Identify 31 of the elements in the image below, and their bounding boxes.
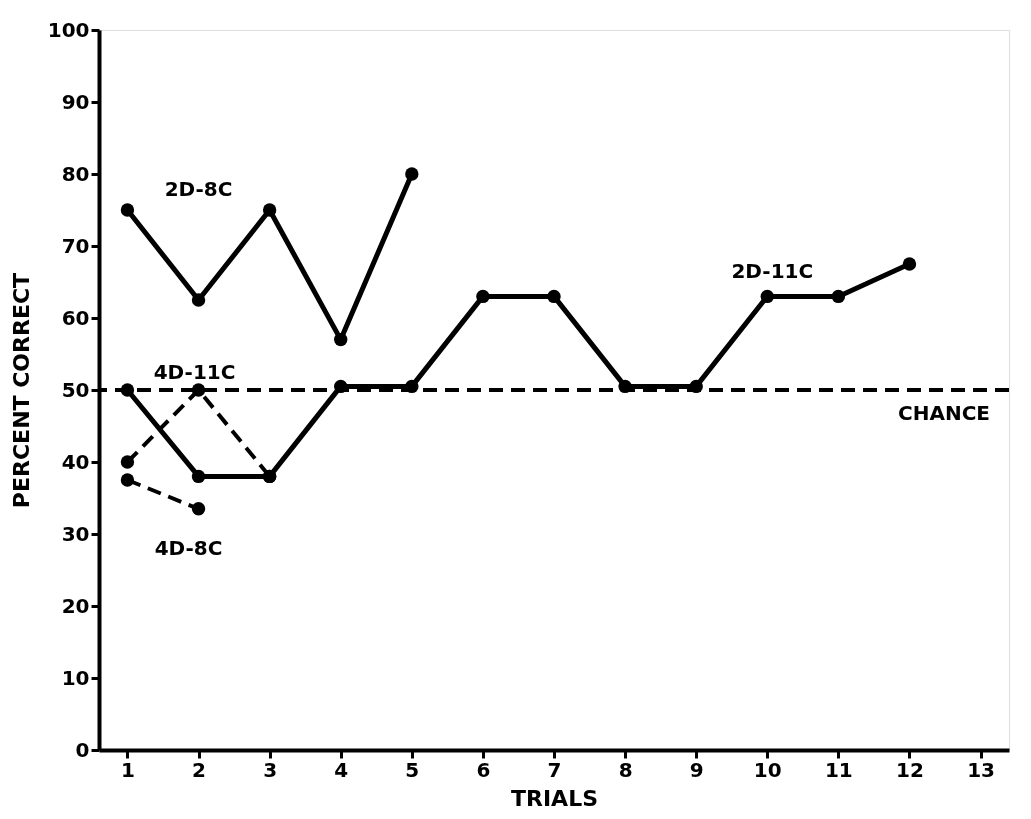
y-tick-label: 60 [61, 305, 90, 330]
series-label: 2D-11C [731, 259, 814, 284]
x-tick-label: 11 [824, 757, 853, 782]
y-tick-label: 10 [61, 665, 90, 690]
x-tick-label: 1 [120, 757, 135, 782]
x-tick-label: 3 [263, 757, 278, 782]
y-tick-label: 90 [61, 89, 90, 114]
y-tick-label: 40 [61, 449, 90, 474]
x-tick-label: 8 [618, 757, 633, 782]
y-tick-label: 30 [61, 521, 90, 546]
x-tick-label: 2 [192, 757, 206, 782]
y-axis-title: PERCENT CORRECT [8, 272, 34, 509]
y-tick-label: 0 [75, 737, 90, 762]
y-tick-label: 70 [61, 233, 90, 258]
x-tick-label: 10 [753, 757, 782, 782]
x-tick-label: 13 [967, 757, 995, 782]
series-label: 4D-11C [153, 360, 236, 384]
ref-line-label: CHANCE [898, 401, 990, 425]
y-tick-label: 50 [61, 377, 90, 402]
x-tick-label: 12 [896, 757, 924, 782]
x-tick-label: 7 [547, 757, 562, 782]
series-label: 2D-8C [164, 177, 233, 201]
x-tick-label: 5 [405, 757, 420, 782]
x-tick-label: 9 [689, 757, 704, 782]
x-tick-label: 4 [334, 757, 349, 782]
x-axis-title: TRIALS [510, 785, 599, 811]
x-tick-label: 6 [476, 757, 491, 782]
y-tick-label: 100 [47, 17, 90, 42]
series-label: 4D-8C [154, 535, 223, 560]
y-tick-label: 20 [61, 593, 90, 618]
y-tick-label: 80 [61, 161, 90, 186]
